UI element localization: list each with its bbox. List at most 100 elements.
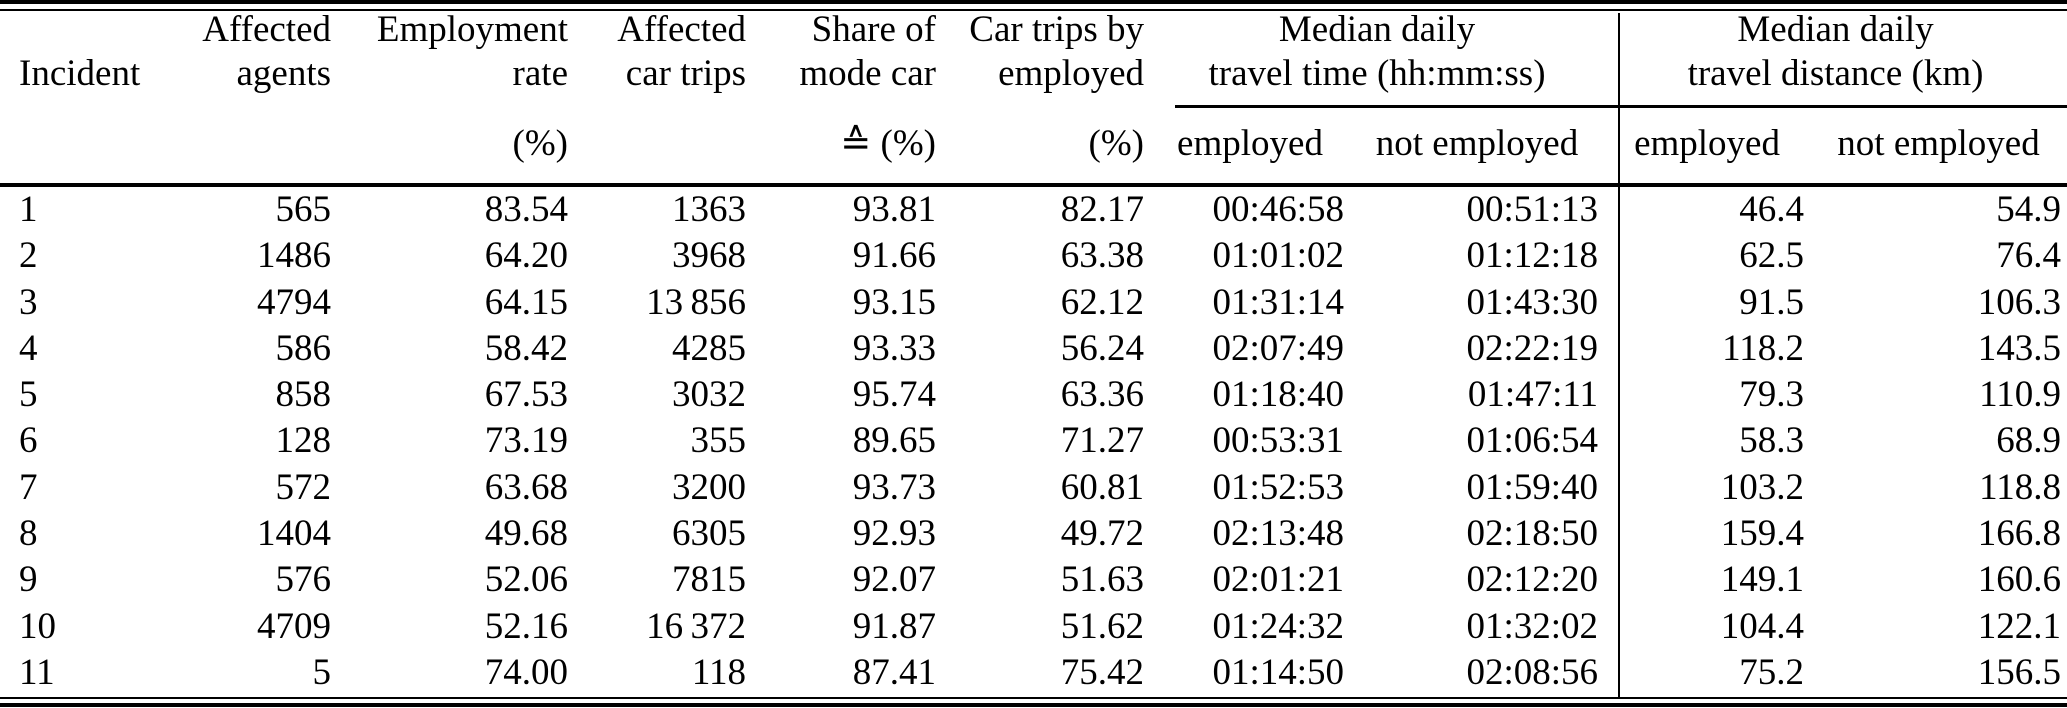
table-row: 5 858 67.53 3032 95.74 63.36 01:18:40 01:47:11 7… [0,372,2067,418]
incident-id-cell: 5 [19,374,38,416]
value-cell: 92.07 [852,559,936,601]
value-cell: 63.38 [1060,235,1144,277]
value-cell: 576 [275,559,332,601]
value-cell: 51.63 [1060,559,1144,601]
value-cell: 01:47:11 [1467,374,1599,416]
value-cell: 67.53 [484,374,568,416]
value-cell: 92.93 [852,513,936,555]
value-cell: 01:01:02 [1212,235,1344,277]
value-cell: 103.2 [1720,466,1805,508]
table-row: 11 5 74.00 118 87.41 75.42 01:14:50 02:08:56 75.… [0,650,2067,696]
value-cell: 02:12:20 [1466,559,1599,601]
subheader-time-employed: employed [1177,122,1323,164]
value-cell: 01:43:30 [1466,281,1599,323]
value-cell: 52.06 [484,559,568,601]
col-header-car-trips-by-employed: Car trips by employed [969,9,1144,94]
value-cell: 02:18:50 [1466,513,1599,555]
col-header-affected-agents: Affected agents [202,9,331,94]
value-cell: 02:01:21 [1212,559,1344,601]
incident-id-cell: 1 [19,189,38,230]
value-cell: 64.15 [484,281,568,323]
value-cell: 4285 [672,327,746,369]
value-cell: 128 [275,420,332,462]
unit-car-trips-by-employed: (%) [1088,122,1144,164]
value-cell: 49.72 [1060,513,1144,555]
value-cell: 91.87 [852,605,936,647]
time-distance-divider [1618,13,1620,697]
unit-employment-rate: (%) [512,122,568,164]
incident-id-cell: 4 [19,327,38,369]
value-cell: 02:22:19 [1466,327,1599,369]
unit-affected-agents [130,99,337,187]
table-row: 6 128 73.19 355 89.65 71.27 00:53:31 01:06:54 58… [0,418,2067,464]
value-cell: 104.4 [1720,605,1805,647]
value-cell: 355 [690,420,747,462]
value-cell: 01:14:50 [1212,651,1344,693]
value-cell: 02:07:49 [1212,327,1344,369]
value-cell: 54.9 [1996,189,2062,230]
value-cell: 95.74 [852,374,936,416]
value-cell: 01:52:53 [1212,466,1344,508]
incident-id-cell: 9 [19,559,38,601]
top-rule-thin [0,9,2067,11]
subheader-time-not-employed: not employed [1375,122,1579,164]
value-cell: 71.27 [1060,420,1144,462]
col-group-median-travel-time: Median daily travel time (hh:mm:ss) [1208,9,1546,94]
header-body-separator-rule [0,183,2067,187]
value-cell: 91.5 [1739,281,1805,323]
table-header: Incident Affected agents Employment rate… [0,0,2067,187]
value-cell: 6305 [672,513,746,555]
value-cell: 93.73 [852,466,936,508]
value-cell: 01:31:14 [1212,281,1344,323]
table-row: 9 576 52.06 7815 92.07 51.63 02:01:21 02:12:20 1… [0,557,2067,603]
value-cell: 16 372 [646,605,746,647]
header-row-units: (%) ≙ (%) (%) employed not employed empl… [0,99,2067,187]
value-cell: 51.62 [1060,605,1144,647]
value-cell: 83.54 [484,189,568,230]
incident-id-cell: 11 [19,651,55,693]
value-cell: 75.2 [1739,651,1805,693]
subheader-distance-not-employed: not employed [1837,122,2040,164]
top-rule-thick [0,0,2067,4]
incident-id-cell: 10 [19,605,56,647]
value-cell: 106.3 [1977,281,2062,323]
incident-id-cell: 2 [19,235,38,277]
unit-share-of-mode-car: ≙ (%) [840,123,936,164]
value-cell: 46.4 [1739,189,1805,230]
value-cell: 62.5 [1739,235,1805,277]
table-row: 2 1486 64.20 3968 91.66 63.38 01:01:02 01:12:18… [0,233,2067,279]
bottom-rule-thin [0,697,2067,699]
value-cell: 93.81 [852,189,936,230]
table-row: 4 586 58.42 4285 93.33 56.24 02:07:49 02:22:19 1… [0,326,2067,372]
bottom-rule-thick [0,703,2067,707]
value-cell: 52.16 [484,605,568,647]
value-cell: 64.20 [484,235,568,277]
value-cell: 93.33 [852,327,936,369]
value-cell: 1363 [672,189,746,230]
value-cell: 73.19 [484,420,568,462]
value-cell: 7815 [672,559,746,601]
value-cell: 58.3 [1739,420,1805,462]
value-cell: 166.8 [1977,513,2062,555]
table-row: 10 4709 52.16 16 372 91.87 51.62 01:24:32 01:32… [0,604,2067,650]
value-cell: 62.12 [1060,281,1144,323]
value-cell: 68.9 [1996,420,2062,462]
value-cell: 3032 [672,374,746,416]
value-cell: 01:59:40 [1466,466,1599,508]
value-cell: 01:06:54 [1466,420,1599,462]
value-cell: 118.2 [1722,327,1805,369]
value-cell: 93.15 [852,281,936,323]
value-cell: 00:46:58 [1212,189,1344,230]
unit-incident [0,99,130,187]
col-header-affected-car-trips: Affected car trips [617,9,746,94]
value-cell: 02:13:48 [1212,513,1344,555]
value-cell: 87.41 [852,651,936,693]
table-row: 8 1404 49.68 6305 92.93 49.72 02:13:48 02:18:50… [0,511,2067,557]
value-cell: 74.00 [484,651,568,693]
value-cell: 1404 [257,513,331,555]
value-cell: 122.1 [1977,605,2062,647]
incident-id-cell: 3 [19,281,38,323]
col-header-incident: Incident [19,53,141,94]
